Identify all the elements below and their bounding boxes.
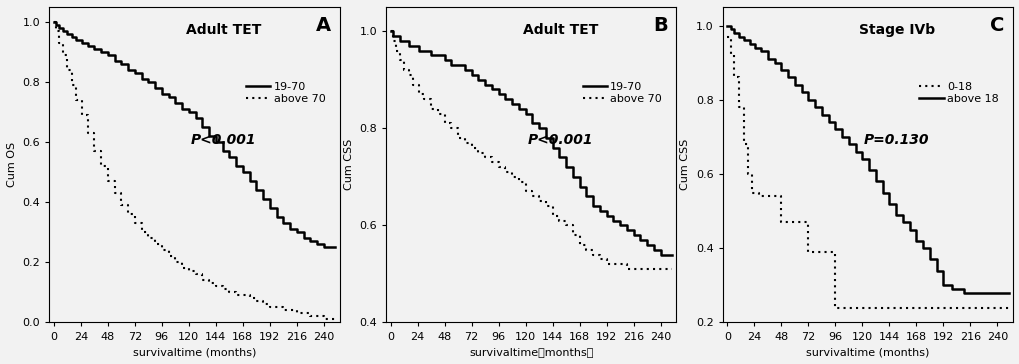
Text: Stage IVb: Stage IVb — [858, 23, 934, 37]
X-axis label: survivaltime (months): survivaltime (months) — [132, 347, 256, 357]
Text: A: A — [316, 16, 330, 35]
Text: Adult TET: Adult TET — [522, 23, 597, 37]
Text: P=0.130: P=0.130 — [863, 133, 928, 147]
Text: C: C — [989, 16, 1004, 35]
Text: Adult TET: Adult TET — [185, 23, 261, 37]
X-axis label: survivaltime (months): survivaltime (months) — [805, 347, 928, 357]
Text: B: B — [652, 16, 666, 35]
Y-axis label: Cum OS: Cum OS — [7, 142, 17, 187]
Y-axis label: Cum CSS: Cum CSS — [680, 139, 690, 190]
Text: P<0.001: P<0.001 — [527, 133, 592, 147]
Legend: 19-70, above 70: 19-70, above 70 — [246, 82, 325, 104]
Text: P<0.001: P<0.001 — [191, 133, 256, 147]
Legend: 19-70, above 70: 19-70, above 70 — [582, 82, 661, 104]
Y-axis label: Cum CSS: Cum CSS — [343, 139, 354, 190]
Legend: 0-18, above 18: 0-18, above 18 — [918, 82, 998, 104]
X-axis label: survivaltime（months）: survivaltime（months） — [469, 347, 593, 357]
